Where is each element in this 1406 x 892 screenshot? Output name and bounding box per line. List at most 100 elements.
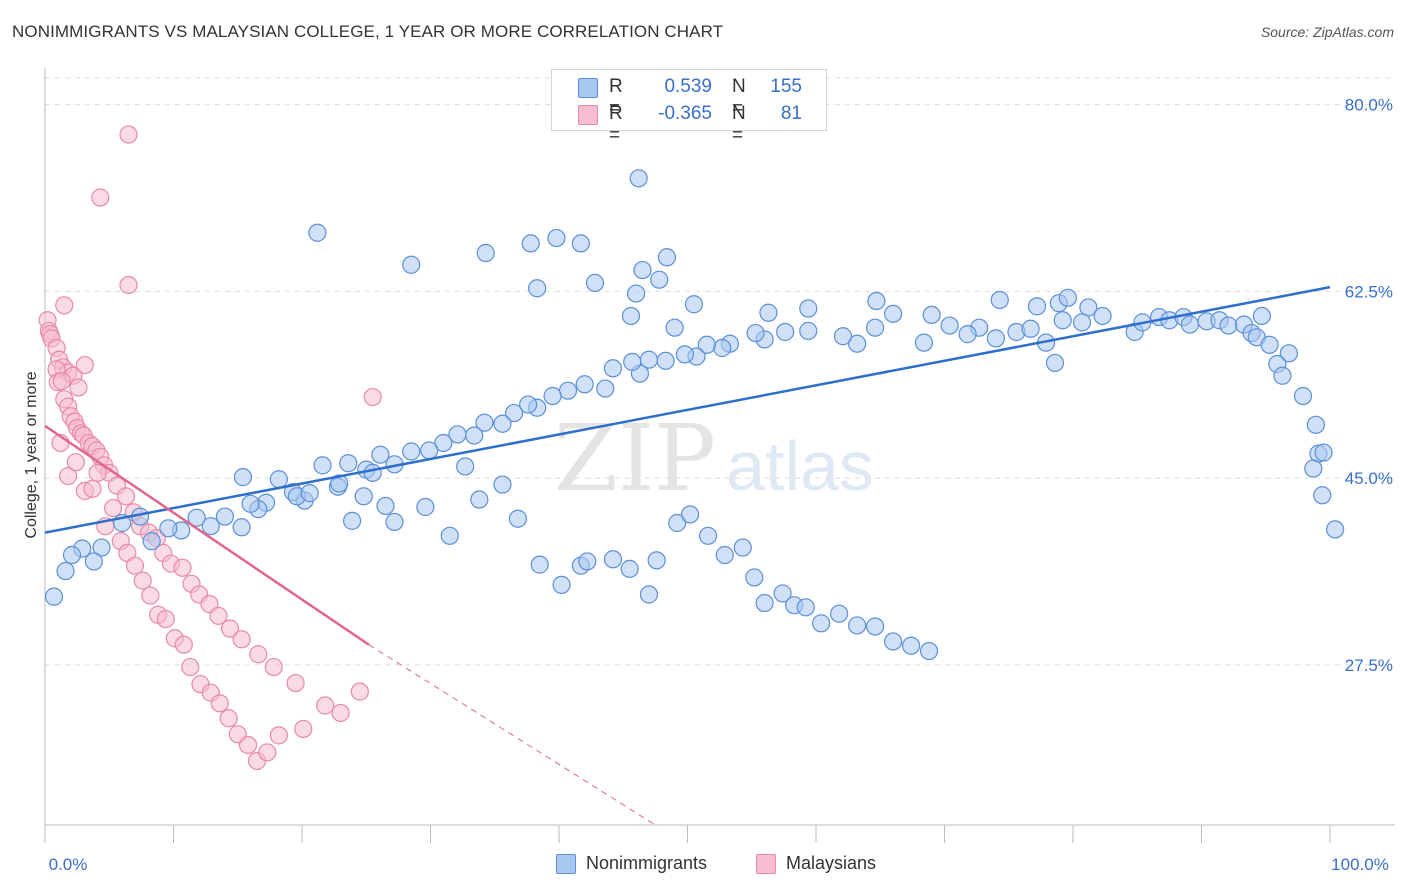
nonimmigrants-point [475, 413, 494, 432]
malaysians-point [174, 635, 193, 654]
nonimmigrants-point [571, 234, 590, 253]
malaysians-point [75, 355, 94, 375]
nonimmigrants-point [558, 381, 578, 400]
nonimmigrants-point [668, 513, 687, 533]
malaysians-point [210, 694, 229, 713]
nonimmigrants-point [456, 457, 475, 476]
nonimmigrants-point [330, 474, 349, 493]
nonimmigrants-point [1313, 486, 1332, 505]
nonimmigrants-point [300, 484, 319, 503]
malaysians-point [264, 657, 283, 677]
nonimmigrants-point [830, 604, 849, 623]
legend-swatch-pink [756, 854, 776, 874]
malaysians-point [91, 188, 110, 207]
nonimmigrants-point [241, 494, 260, 513]
nonimmigrants-point [1314, 443, 1333, 462]
nonimmigrants-point [343, 511, 362, 530]
legend-label-nonimmigrants: Nonimmigrants [586, 853, 708, 873]
malaysians-point [286, 673, 305, 693]
nonimmigrants-point [552, 575, 571, 594]
nonimmigrants-point [647, 551, 666, 570]
malaysians-point [209, 606, 228, 625]
malaysians-point [219, 709, 238, 728]
nonimmigrants-point [603, 550, 623, 569]
trend-lines [44, 285, 1331, 826]
nonimmigrants-point [914, 333, 934, 352]
legend-n-label: N = [732, 76, 746, 119]
nonimmigrants-point [680, 505, 700, 524]
malaysians-point [232, 630, 251, 649]
malaysians-trend-line [44, 424, 370, 646]
nonimmigrants-point [159, 519, 178, 538]
nonimmigrants-point [1273, 366, 1292, 385]
nonimmigrants-point [621, 306, 641, 326]
watermark-atlas: atlas [726, 427, 874, 505]
malaysians-point [55, 296, 74, 315]
malaysians-points [38, 125, 382, 771]
malaysians-point [69, 378, 88, 397]
nonimmigrants-point [796, 598, 815, 617]
nonimmigrants-point [755, 593, 774, 613]
nonimmigrants-point [665, 318, 684, 337]
nonimmigrants-point [596, 379, 615, 398]
malaysians-point [316, 696, 335, 715]
nonimmigrants-point [232, 518, 251, 537]
nonimmigrants-point [1293, 386, 1313, 406]
nonimmigrants-point [657, 248, 677, 267]
nonimmigrants-point [465, 426, 484, 445]
nonimmigrants-point [575, 375, 594, 394]
y-tick-label: 80.0% [1345, 96, 1393, 115]
nonimmigrants-point [56, 561, 75, 581]
malaysians-trend-extension [368, 644, 656, 826]
y-tick-label: 45.0% [1345, 469, 1393, 488]
nonimmigrants-point [530, 555, 549, 574]
x-tick-label: 100.0% [1331, 855, 1389, 874]
nonimmigrants-point [626, 284, 646, 303]
malaysians-point [220, 619, 240, 638]
nonimmigrants-point [773, 584, 792, 603]
malaysians-point [363, 387, 382, 407]
malaysians-point [116, 487, 136, 506]
nonimmigrants-point [901, 636, 921, 655]
nonimmigrants-point [547, 228, 566, 248]
malaysians-point [331, 703, 350, 723]
nonimmigrants-point [715, 545, 734, 565]
malaysians-point [258, 743, 277, 762]
nonimmigrants-point [733, 538, 752, 557]
malaysians-point [269, 726, 288, 745]
malaysians-point [119, 125, 138, 144]
nonimmigrants-point [62, 545, 82, 565]
nonimmigrants-point [958, 325, 977, 344]
nonimmigrants-point [639, 585, 659, 604]
nonimmigrants-point [578, 552, 597, 571]
malaysians-point [350, 682, 369, 701]
nonimmigrants-point [528, 279, 547, 298]
nonimmigrants-point [201, 517, 220, 536]
nonimmigrants-point [476, 243, 495, 263]
malaysians-point [66, 453, 85, 472]
nonimmigrants-point [990, 290, 1009, 310]
nonimmigrants-point [585, 273, 605, 292]
malaysians-point [141, 586, 160, 605]
axes [44, 68, 1395, 843]
nonimmigrants-point [402, 255, 421, 274]
nonimmigrants-point [848, 334, 867, 353]
nonimmigrants-point [1326, 520, 1345, 539]
legend-n-value: 155 [770, 76, 802, 97]
legend-label-malaysians: Malaysians [786, 853, 877, 873]
nonimmigrants-point [1252, 306, 1271, 326]
nonimmigrants-point [759, 303, 778, 322]
malaysians-point [238, 735, 258, 755]
malaysians-point [294, 719, 313, 739]
legend-r-value: 0.539 [664, 76, 712, 97]
nonimmigrants-point [187, 508, 206, 527]
y-tick-label: 27.5% [1345, 656, 1393, 675]
malaysians-point [52, 371, 71, 391]
nonimmigrants-point [416, 497, 435, 517]
nonimmigrants-point [919, 641, 939, 661]
malaysians-point [181, 657, 200, 677]
malaysians-point [119, 275, 138, 295]
nonimmigrants-point [697, 335, 716, 354]
nonimmigrants-point [1279, 344, 1298, 363]
legend-swatch-pink [578, 105, 598, 125]
